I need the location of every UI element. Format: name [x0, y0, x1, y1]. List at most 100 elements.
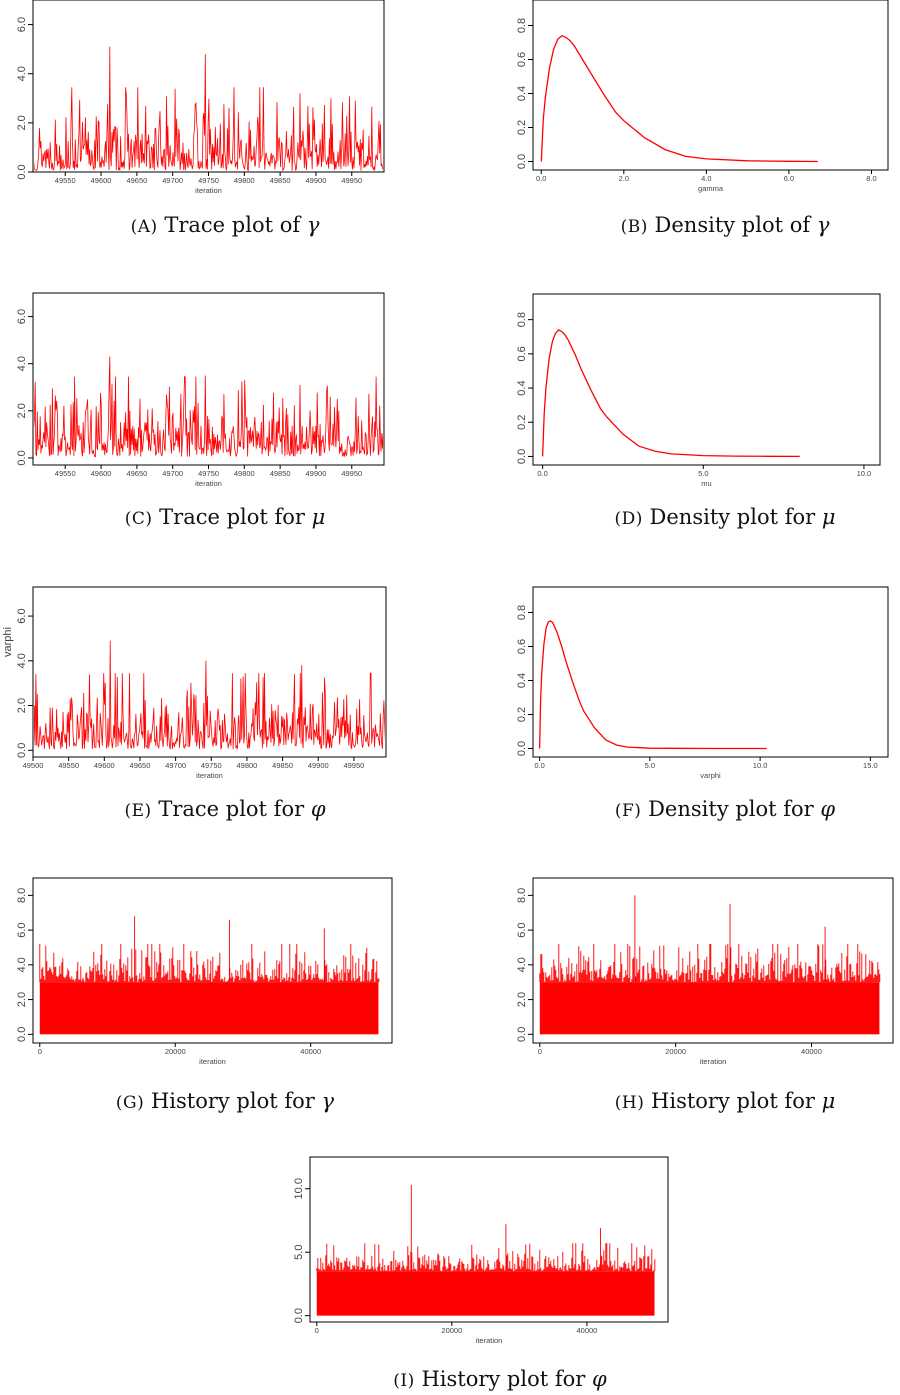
y-tick-label: 0.6 [516, 639, 528, 654]
y-tick-label: 6.0 [16, 309, 28, 324]
y-tick-label: 6.0 [16, 608, 28, 623]
x-tick-label: 0 [315, 1326, 319, 1335]
caption-label: (I) [393, 1371, 415, 1391]
x-axis-label: gamma [698, 184, 724, 193]
y-tick-label: 0.2 [516, 120, 528, 135]
x-tick-label: 0.0 [534, 761, 544, 770]
x-tick-label: 20000 [665, 1047, 686, 1056]
x-tick-label: 49550 [55, 469, 76, 478]
caption-f: (F) Density plot for φ [525, 797, 900, 821]
x-tick-label: 0 [538, 1047, 542, 1056]
x-tick-label: 49600 [91, 469, 112, 478]
caption-text: Density plot for [648, 797, 814, 821]
x-tick-label: 5.0 [698, 469, 708, 478]
caption-text: Trace plot of [164, 213, 301, 237]
caption-label: (B) [620, 217, 648, 237]
trace-line [34, 356, 383, 458]
x-tick-label: 6.0 [784, 174, 794, 183]
plot-frame [32, 877, 393, 1044]
history-spikes [539, 895, 881, 983]
x-tick-label: 20000 [441, 1326, 462, 1335]
x-tick-label: 49950 [341, 469, 362, 478]
y-tick-label: 8.0 [516, 888, 528, 903]
plot-frame [532, 0, 889, 171]
plot-frame [532, 877, 894, 1044]
y-tick-label: 2.0 [16, 698, 28, 713]
y-tick-label: 2.0 [16, 992, 28, 1007]
x-tick-label: 0 [38, 1047, 42, 1056]
caption-text: Density plot for [649, 505, 816, 529]
chart-c: 0.0 2.0 4.0 6.0 49550 49600 49650 49700 49750 498… [16, 292, 385, 488]
plot-frame [532, 293, 881, 466]
x-axis-label: iteration [700, 1057, 727, 1066]
y-tick-label: 0.4 [516, 86, 528, 101]
trace-line [34, 46, 383, 171]
x-tick-label: 10.0 [857, 469, 872, 478]
y-tick-label: 4.0 [16, 356, 28, 371]
y-tick-label: 4.0 [16, 66, 28, 81]
caption-text: History plot for [651, 1089, 815, 1113]
x-axis-label: iteration [196, 771, 223, 780]
caption-h: (H) History plot for μ [525, 1089, 900, 1113]
x-tick-label: 49950 [343, 761, 364, 770]
x-axis-label: iteration [476, 1336, 503, 1345]
caption-c: (C) Trace plot for μ [25, 505, 425, 529]
caption-d: (D) Density plot for μ [525, 505, 900, 529]
x-tick-label: 49700 [165, 761, 186, 770]
x-tick-label: 4.0 [701, 174, 711, 183]
x-tick-label: 49800 [234, 469, 255, 478]
y-tick-label: 0.8 [516, 605, 528, 620]
history-band [316, 1271, 655, 1316]
y-tick-label: 0.0 [516, 741, 528, 756]
y-tick-label: 0.0 [516, 1027, 528, 1042]
history-spikes [39, 916, 380, 983]
density-curve [538, 620, 767, 750]
x-tick-label: 5.0 [645, 761, 655, 770]
y-tick-label: 0.8 [516, 18, 528, 33]
x-tick-label: 8.0 [866, 174, 876, 183]
x-tick-label: 49700 [162, 469, 183, 478]
x-tick-label: 49700 [162, 176, 183, 185]
x-axis-label: iteration [195, 186, 222, 195]
caption-label: (D) [614, 509, 643, 529]
x-tick-label: 49850 [270, 469, 291, 478]
y-tick-label: 0.4 [516, 380, 528, 395]
y-tick-label: 8.0 [16, 888, 28, 903]
chart-a: 0.0 2.0 4.0 6.0 49550 49600 49650 49700 49750 498… [16, 0, 385, 195]
x-tick-label: 49950 [341, 176, 362, 185]
x-axis-label: varphi [700, 771, 721, 780]
x-tick-label: 49850 [272, 761, 293, 770]
chart-e: 0.0 2.0 4.0 6.0 49500 49550 49600 49650 49700 497… [2, 586, 387, 780]
caption-label: (A) [130, 217, 158, 237]
caption-text: Density plot of [654, 213, 811, 237]
x-tick-label: 15.0 [863, 761, 878, 770]
x-tick-label: 49900 [306, 469, 327, 478]
caption-b: (B) Density plot of γ [525, 213, 900, 237]
plot-frame [532, 586, 889, 758]
y-tick-label: 0.6 [516, 52, 528, 67]
y-tick-label: 0.0 [516, 154, 528, 169]
caption-symbol: μ [311, 505, 326, 529]
y-tick-label: 0.4 [516, 673, 528, 688]
caption-i: (I) History plot for φ [300, 1367, 700, 1391]
y-tick-label: 0.0 [16, 450, 28, 465]
x-tick-label: 0.0 [536, 174, 546, 183]
x-tick-label: 40000 [801, 1047, 822, 1056]
caption-symbol: φ [310, 797, 326, 821]
caption-symbol: γ [306, 213, 320, 237]
caption-label: (C) [124, 509, 153, 529]
x-tick-label: 20000 [165, 1047, 186, 1056]
chart-h: 0.0 2.0 4.0 6.0 8.0 0 20000 40000 iteration [516, 877, 894, 1066]
x-tick-label: 2.0 [619, 174, 629, 183]
y-axis-label: varphi [2, 627, 14, 657]
history-spikes [316, 1184, 656, 1272]
plot-frame [309, 1156, 669, 1323]
y-tick-label: 0.0 [516, 449, 528, 464]
x-tick-label: 49650 [126, 176, 147, 185]
caption-label: (H) [614, 1093, 645, 1113]
x-tick-label: 49550 [55, 176, 76, 185]
y-tick-label: 2.0 [16, 403, 28, 418]
x-tick-label: 49650 [126, 469, 147, 478]
caption-text: Trace plot for [159, 505, 305, 529]
